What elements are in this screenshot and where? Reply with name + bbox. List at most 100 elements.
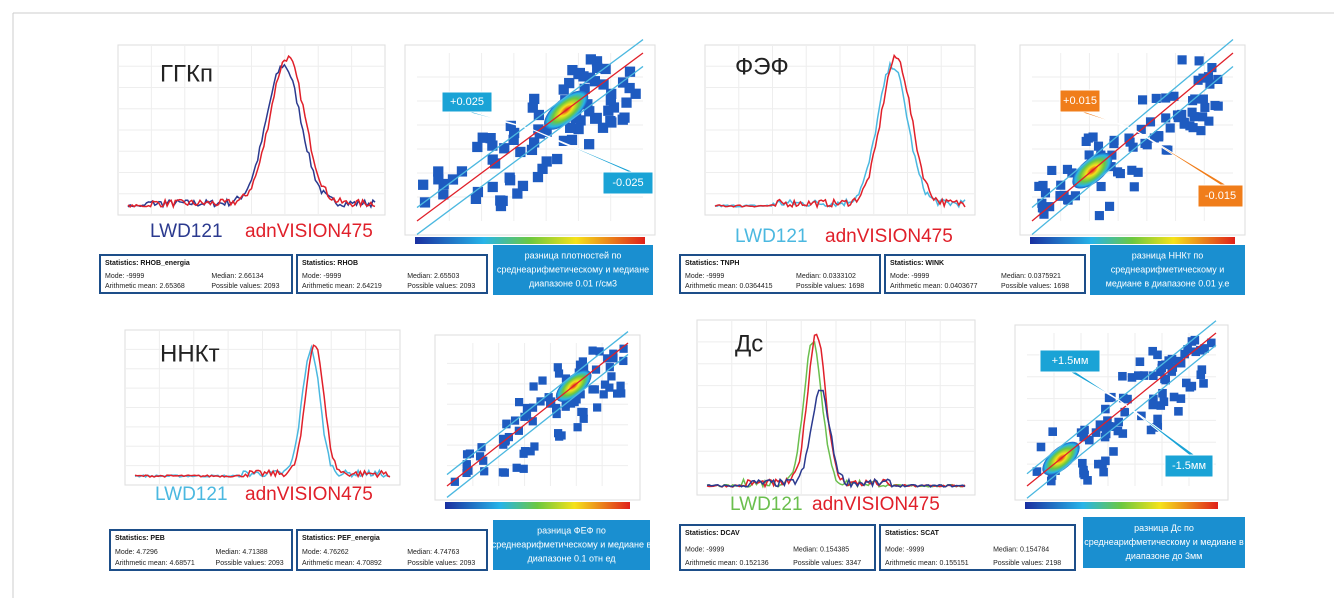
scatter-cell: [591, 56, 603, 67]
scatter-cell: [1148, 346, 1157, 356]
scatter-cell: [1115, 169, 1125, 179]
panel: ФЭФ LWD121 adnVISION475 +0.015 -0.015 Statist…: [679, 39, 1246, 295]
callout-label: +1.5мм: [1052, 355, 1089, 367]
scatter-cell: [573, 423, 582, 432]
scatter-cell: [528, 137, 540, 148]
histogram-curve: [127, 54, 376, 210]
scatter-cell: [561, 374, 571, 383]
scatter-cell: [504, 175, 516, 186]
reference-line: [446, 342, 629, 487]
note-line: диапазоне до 3мм: [1126, 551, 1203, 561]
scatter-cell: [505, 120, 516, 132]
scatter-cell: [578, 357, 587, 366]
scatter-cell: [1127, 165, 1137, 175]
legend-label: LWD121: [150, 221, 223, 242]
scatter-cell: [606, 117, 617, 128]
scatter-cell: [1174, 407, 1183, 416]
scatter-cell: [479, 456, 488, 465]
scatter-cell: [1032, 467, 1042, 476]
scatter-cell: [472, 186, 484, 198]
scatter-cell: [617, 389, 626, 398]
stats-mode: Mode: -9999: [685, 273, 724, 280]
scatter-cell: [608, 102, 620, 113]
scatter-cell: [538, 376, 547, 385]
reference-line: [1031, 52, 1234, 222]
scatter-cell: [519, 449, 528, 458]
scatter-cell: [1104, 393, 1114, 403]
scatter-cell: [1173, 113, 1183, 123]
scatter-cell: [1129, 182, 1139, 192]
scatter-cell: [577, 407, 586, 417]
stats-median: Median: 4.74763: [407, 549, 459, 556]
stats-possible: Possible values: 1698: [796, 283, 864, 290]
scatter-cell: [1056, 180, 1066, 190]
stats-possible: Possible values: 2093: [211, 283, 279, 290]
scatter-cell: [1046, 476, 1056, 486]
scatter-cell: [1191, 347, 1201, 357]
scatter-cell: [584, 139, 595, 150]
scatter-cell: [606, 88, 617, 100]
note-line: разница плотностей по: [525, 250, 622, 260]
scatter-cell: [621, 97, 632, 108]
stats-box: [679, 524, 876, 571]
note-line: диапазоне 0.01 г/см3: [529, 278, 617, 288]
colorbar: [1030, 237, 1235, 244]
scatter-cell: [588, 346, 597, 355]
scatter-cell: [619, 356, 628, 366]
scatter-cell: [1177, 55, 1187, 65]
stats-box: [296, 254, 488, 294]
scatter-cell: [544, 393, 553, 402]
stats-mean: Arithmetic mean: 2.64219: [302, 283, 382, 290]
histogram-curve: [706, 389, 966, 489]
scatter-cell: [553, 363, 562, 372]
scatter-cell: [573, 123, 584, 135]
scatter-cell: [579, 83, 590, 94]
stats-median: Median: 0.154385: [793, 546, 849, 553]
scatter-cell: [609, 354, 618, 363]
scatter-cell: [537, 163, 548, 174]
scatter-cell: [617, 77, 629, 88]
scatter-cell: [1167, 354, 1177, 364]
scatter-cell: [590, 385, 599, 394]
scatter-cell: [512, 463, 521, 472]
histogram-curve: [714, 53, 966, 210]
reference-line: [1031, 39, 1234, 209]
stats-possible: Possible values: 2198: [993, 560, 1061, 567]
scatter-cell: [499, 143, 510, 154]
scatter-cell: [609, 349, 618, 358]
stats-possible: Possible values: 3347: [793, 560, 861, 567]
scatter-cell: [522, 410, 532, 419]
scatter-cell: [1109, 447, 1118, 456]
scatter-cell: [526, 447, 535, 456]
scatter-cell: [1203, 72, 1214, 82]
stats-mean: Arithmetic mean: 0.152136: [685, 560, 769, 567]
scatter-cell: [498, 468, 508, 477]
note-line: медиане в диапазоне 0.01 у.е: [1106, 278, 1230, 288]
scatter-cell: [1078, 458, 1087, 468]
reference-line: [416, 39, 644, 209]
stats-possible: Possible values: 2093: [407, 560, 475, 567]
stats-box: [879, 524, 1076, 571]
callout-box: [1197, 184, 1244, 208]
scatter-cell: [464, 466, 473, 475]
scatter-cell: [1104, 201, 1115, 211]
callout-box: [441, 91, 493, 113]
scatter-cell: [1207, 63, 1217, 73]
scatter-cell: [1204, 116, 1214, 126]
scatter-cell: [1197, 365, 1207, 374]
note-box: [493, 520, 650, 570]
callout-label: -0.015: [1205, 190, 1236, 202]
scatter-cell: [1040, 188, 1051, 198]
scatter-cell: [1198, 94, 1208, 104]
scatter-cell: [1047, 165, 1057, 176]
scatter-cell: [599, 390, 608, 399]
scatter-cell: [517, 180, 529, 192]
stats-mode: Mode: 4.76262: [302, 549, 349, 556]
scatter-cell: [593, 403, 602, 412]
note-line: разница Дс по: [1134, 523, 1194, 533]
scatter-cell: [1139, 371, 1149, 380]
reference-line: [1026, 344, 1217, 499]
scatter-cell: [1183, 345, 1192, 354]
stats-mean: Arithmetic mean: 0.0364415: [685, 283, 773, 290]
scatter-cell: [1114, 417, 1123, 427]
